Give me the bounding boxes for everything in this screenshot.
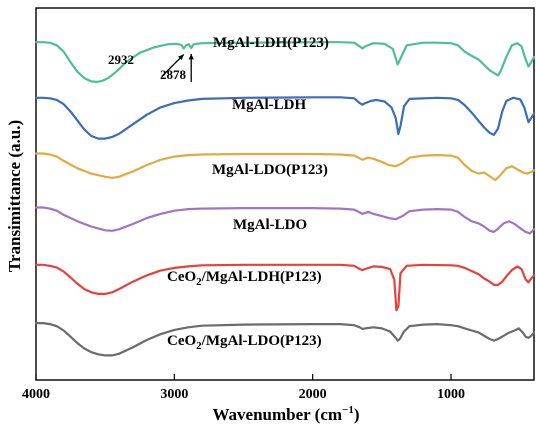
annotation-label-2932: 2932 bbox=[108, 52, 134, 67]
x-axis-title: Wavenumber (cm−1) bbox=[213, 404, 360, 424]
x-axis: 4000 3000 2000 1000 bbox=[22, 374, 465, 402]
x-tick-label-2000: 2000 bbox=[299, 387, 327, 402]
y-axis-title: Transimittance (a.u.) bbox=[5, 120, 24, 272]
series-line-mgal-ldo-p123 bbox=[34, 152, 536, 182]
series-label-mgal-ldh-p123: MgAl-LDH(P123) bbox=[213, 35, 329, 51]
series-line-mgal-ldo bbox=[34, 206, 536, 235]
series-label-ceo2-mgal-ldh-p123: CeO2/MgAl-LDH(P123) bbox=[167, 269, 322, 288]
plot-frame bbox=[35, 7, 535, 381]
spectra-curves bbox=[34, 41, 536, 357]
series-line-ceo2-mgal-ldo-p123 bbox=[34, 322, 536, 357]
x-tick-label-4000: 4000 bbox=[22, 387, 50, 402]
series-line-mgal-ldh-p123 bbox=[34, 41, 536, 83]
series-label-ceo2-mgal-ldo-p123: CeO2/MgAl-LDO(P123) bbox=[167, 333, 322, 352]
annotation-arrowhead-2932 bbox=[178, 54, 184, 61]
series-label-mgal-ldo-p123: MgAl-LDO(P123) bbox=[212, 162, 328, 178]
series-labels: MgAl-LDH(P123) MgAl-LDH MgAl-LDO(P123) MgAl… bbox=[167, 35, 329, 352]
series-line-mgal-ldh bbox=[34, 96, 536, 140]
series-line-ceo2-mgal-ldh-p123 bbox=[34, 263, 536, 312]
x-tick-label-1000: 1000 bbox=[437, 387, 465, 402]
annotation-label-2878: 2878 bbox=[160, 67, 187, 82]
x-tick-label-3000: 3000 bbox=[160, 387, 188, 402]
peak-annotations: 2932 2878 bbox=[108, 52, 194, 82]
series-label-mgal-ldo: MgAl-LDO bbox=[233, 217, 307, 233]
annotation-arrowhead-2878 bbox=[188, 53, 194, 60]
series-label-mgal-ldh: MgAl-LDH bbox=[232, 97, 306, 113]
